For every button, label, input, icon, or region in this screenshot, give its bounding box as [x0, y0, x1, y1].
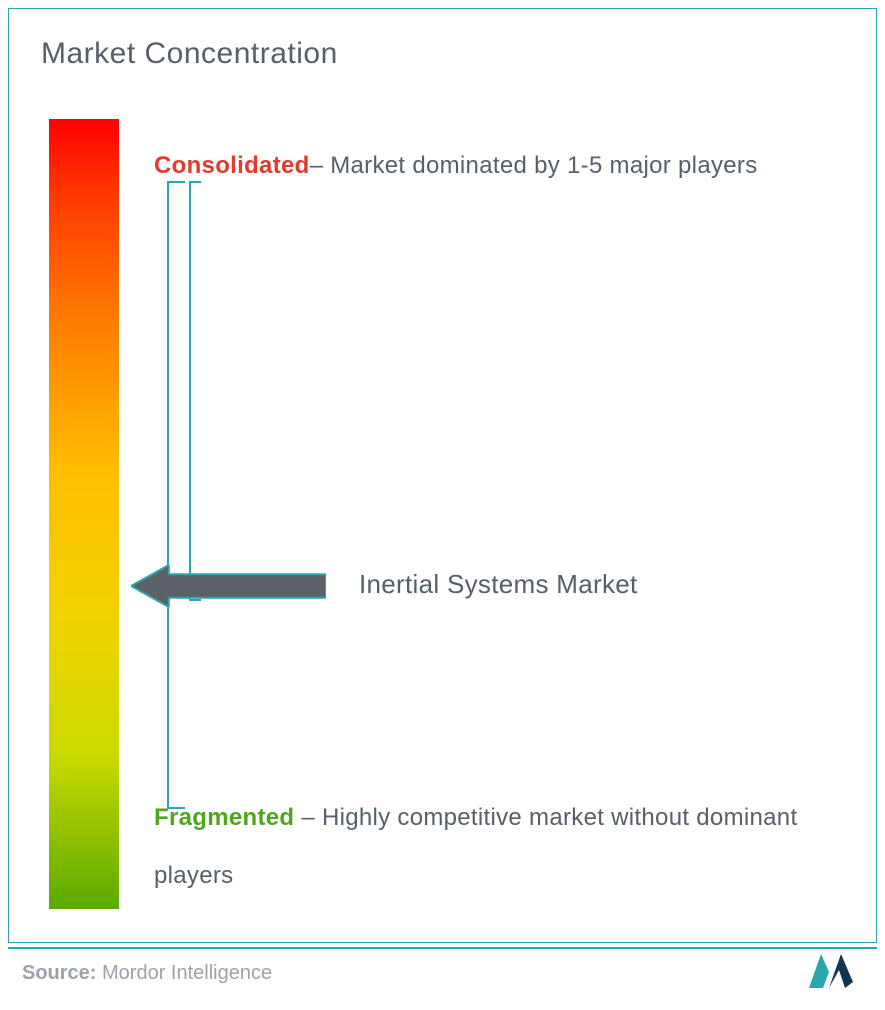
- consolidated-desc: – Market dominated by 1-5 major players: [310, 152, 758, 179]
- bracket-outer: [167, 181, 185, 809]
- fragmented-keyword: Fragmented: [154, 804, 294, 831]
- source-value: Mordor Intelligence: [96, 962, 272, 984]
- consolidated-keyword: Consolidated: [154, 152, 310, 179]
- arrow-left-icon: [131, 565, 326, 607]
- marker-arrow: [131, 562, 326, 610]
- marker-label: Inertial Systems Market: [359, 569, 638, 600]
- fragmented-label: Fragmented – Highly competitive market w…: [154, 789, 834, 904]
- source-text: Source: Mordor Intelligence: [22, 962, 272, 985]
- source-label: Source:: [22, 962, 96, 984]
- consolidated-label: Consolidated– Market dominated by 1-5 ma…: [154, 137, 814, 195]
- card-title: Market Concentration: [41, 37, 338, 71]
- concentration-gradient-bar: [49, 119, 119, 909]
- footer-bar: Source: Mordor Intelligence: [8, 947, 877, 997]
- brand-logo-icon: [805, 948, 867, 992]
- concentration-card: Market Concentration Consolidated– Marke…: [8, 8, 877, 943]
- bracket-inner: [189, 181, 201, 601]
